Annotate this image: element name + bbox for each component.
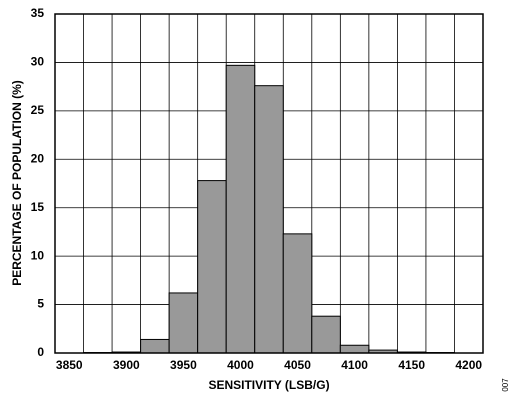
x-tick-label: 3950: [170, 358, 197, 372]
x-axis-label: SENSITIVITY (LSB/G): [208, 378, 329, 392]
x-tick-label: 4150: [398, 358, 425, 372]
bar: [168, 292, 199, 354]
y-tick-label: 15: [31, 200, 45, 214]
bar: [225, 64, 256, 354]
y-tick-label: 5: [37, 297, 44, 311]
y-axis-label: PERCENTAGE OF POPULATION (%): [10, 80, 24, 286]
y-tick-label: 35: [31, 6, 45, 20]
x-tick-label: 3850: [56, 358, 83, 372]
x-tick-label: 4200: [455, 358, 482, 372]
plot-frame: [54, 13, 484, 354]
y-tick-label: 0: [37, 345, 44, 359]
bar: [197, 180, 227, 354]
y-tick-label: 30: [31, 55, 45, 69]
bar: [254, 85, 284, 354]
bar: [282, 233, 313, 354]
bar: [339, 344, 370, 354]
y-tick-label: 20: [31, 151, 45, 165]
x-tick-label: 3900: [113, 358, 140, 372]
x-tick-label: 4000: [227, 358, 254, 372]
x-tick-label: 4050: [284, 358, 311, 372]
x-tick-label: 4100: [341, 358, 368, 372]
bar: [140, 338, 170, 354]
figure-id: 007: [501, 378, 510, 392]
y-tick-label: 25: [31, 103, 45, 117]
y-tick-label: 10: [31, 248, 45, 262]
bar: [311, 315, 341, 354]
